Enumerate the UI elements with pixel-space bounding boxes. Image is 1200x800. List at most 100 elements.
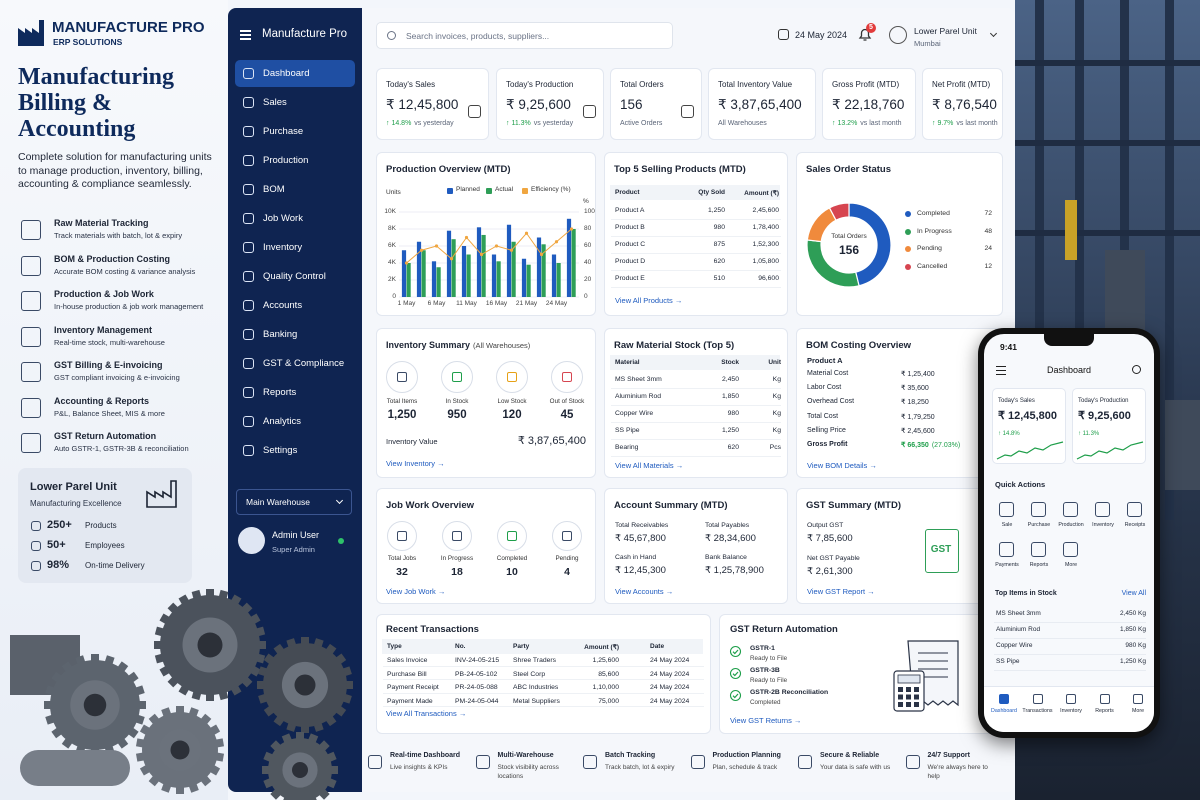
bom-label: Material Cost [807, 370, 849, 377]
row-divider [611, 270, 781, 271]
link[interactable]: View All Transactions → [386, 709, 467, 718]
menu-item[interactable]: Quality Control [235, 263, 355, 290]
search-placeholder: Search invoices, products, suppliers... [406, 31, 550, 41]
icon [243, 97, 254, 108]
menu-item[interactable]: Sales [235, 89, 355, 116]
link[interactable]: View GST Report → [807, 587, 875, 596]
row-divider [383, 692, 704, 694]
legend-label: In Progress [917, 227, 952, 235]
footer-desc: Your data is safe with us [820, 764, 891, 771]
link[interactable]: View All Products → [615, 296, 683, 305]
link[interactable]: View Accounts → [615, 587, 674, 596]
efficiency-point [434, 244, 439, 248]
quick-action[interactable]: Reports [1025, 540, 1053, 574]
phone-kpi-change: ↑ 14.8% [998, 431, 1020, 437]
brand: MANUFACTURE PRO [52, 19, 205, 36]
bom-value: ₹ 1,25,400 [901, 371, 935, 378]
quick-action[interactable]: Production [1057, 500, 1085, 534]
menu-item[interactable]: GST & Compliance [235, 350, 355, 377]
quick-action[interactable]: Sale [993, 500, 1021, 534]
nav-item[interactable]: More [1122, 692, 1154, 720]
item-value: 32 [396, 566, 408, 578]
status-dot [338, 538, 344, 544]
quick-action[interactable]: Payments [993, 540, 1021, 574]
bar [461, 246, 467, 297]
quick-action[interactable]: Receipts [1121, 500, 1149, 534]
nav-item[interactable]: Dashboard [988, 692, 1020, 720]
menu-item[interactable]: Reports [235, 379, 355, 406]
menu-item[interactable]: Purchase [235, 118, 355, 145]
bom-value: ₹ 35,600 [901, 385, 929, 393]
bom-value: ₹ 18,250 [901, 399, 929, 407]
table-header: Qty Sold [698, 189, 725, 196]
warehouse-select[interactable]: Main Warehouse [236, 489, 352, 515]
menu-label: Purchase [263, 125, 304, 137]
menu-item[interactable]: Settings [235, 437, 355, 464]
account-label: Total Payables [705, 522, 750, 529]
machine-yellow [1065, 200, 1077, 260]
item-value: 45 [560, 409, 574, 421]
action-label: Inventory [1092, 522, 1114, 528]
link[interactable]: View GST Returns → [730, 716, 802, 725]
kpi-note: vs yesterday [533, 120, 574, 127]
phone-kpi-value: ₹ 9,25,600 [1078, 410, 1131, 422]
x-tick-label: 24 May [545, 300, 568, 307]
account-label: Bank Balance [705, 554, 747, 561]
action-icon [1031, 542, 1046, 557]
nav-item[interactable]: Inventory [1055, 692, 1087, 720]
menu-item[interactable]: Production [235, 147, 355, 174]
link[interactable]: View All Materials → [615, 461, 684, 470]
kpi-card: Total Inventory Value ₹ 3,87,65,400 All Wa… [708, 68, 816, 140]
phone-title: Dashboard [1046, 365, 1092, 375]
quick-action[interactable]: More [1057, 540, 1085, 574]
kpi-footnote: ↑ 9.7% vs last month [932, 120, 998, 127]
table-header: Unit [768, 359, 781, 366]
link[interactable]: View Inventory → [386, 459, 445, 468]
link[interactable]: View All [1121, 590, 1146, 597]
table-cell: Steel Corp [513, 670, 546, 678]
row-divider [611, 219, 781, 220]
menu-item[interactable]: Banking [235, 321, 355, 348]
menu-item[interactable]: Inventory [235, 234, 355, 261]
search-box[interactable]: Search invoices, products, suppliers... [376, 22, 673, 49]
item-value: 10 [506, 566, 518, 578]
gear-tooth [301, 723, 309, 733]
bar [491, 254, 497, 297]
menu-item[interactable]: BOM [235, 176, 355, 203]
nav-item[interactable]: Transactions [1022, 692, 1054, 720]
card-title: Job Work Overview [386, 500, 474, 511]
menu-item[interactable]: Analytics [235, 408, 355, 435]
account-label: Total Receivables [615, 522, 669, 529]
efficiency-point [449, 257, 454, 261]
bar [436, 267, 441, 297]
icon [368, 755, 382, 769]
quick-action[interactable]: Purchase [1025, 500, 1053, 534]
footer-desc: Plan, schedule & track [712, 764, 778, 771]
action-label: Receipts [1124, 522, 1146, 528]
calculator-key [898, 687, 903, 692]
feature-title: Production & Job Work [54, 289, 154, 299]
efficiency-point [554, 240, 559, 244]
menu-item[interactable]: Accounts [235, 292, 355, 319]
table-cell: 1,52,300 [752, 241, 779, 248]
footer-desc: Track batch, lot & expiry [605, 764, 675, 771]
gst-label: Net GST Payable [807, 555, 860, 562]
kpi-footnote: Active Orders [620, 120, 662, 127]
feature-desc: In-house production & job work managemen… [54, 302, 204, 311]
y2-tick-label: 20 [584, 276, 592, 283]
quick-action[interactable]: Inventory [1089, 500, 1117, 534]
gear-hole [83, 693, 107, 717]
menu-item[interactable]: Job Work [235, 205, 355, 232]
nav-item[interactable]: Reports [1089, 692, 1121, 720]
icon [21, 433, 41, 453]
y2-tick-label: 0 [584, 293, 588, 300]
menu-item[interactable]: Dashboard [235, 60, 355, 87]
menu-label: BOM [263, 183, 285, 195]
row-divider [611, 405, 781, 406]
link[interactable]: View BOM Details → [807, 461, 877, 470]
kpi-change: ↑ 11.3% [506, 120, 531, 127]
kpi-label: Today's Sales [386, 80, 436, 89]
link[interactable]: View Job Work → [386, 587, 446, 596]
feature-title: GST Billing & E-invoicing [54, 360, 163, 370]
menu-label: Job Work [263, 212, 303, 224]
